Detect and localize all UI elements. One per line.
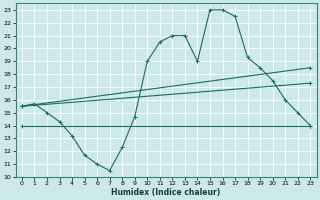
X-axis label: Humidex (Indice chaleur): Humidex (Indice chaleur) [111, 188, 221, 197]
